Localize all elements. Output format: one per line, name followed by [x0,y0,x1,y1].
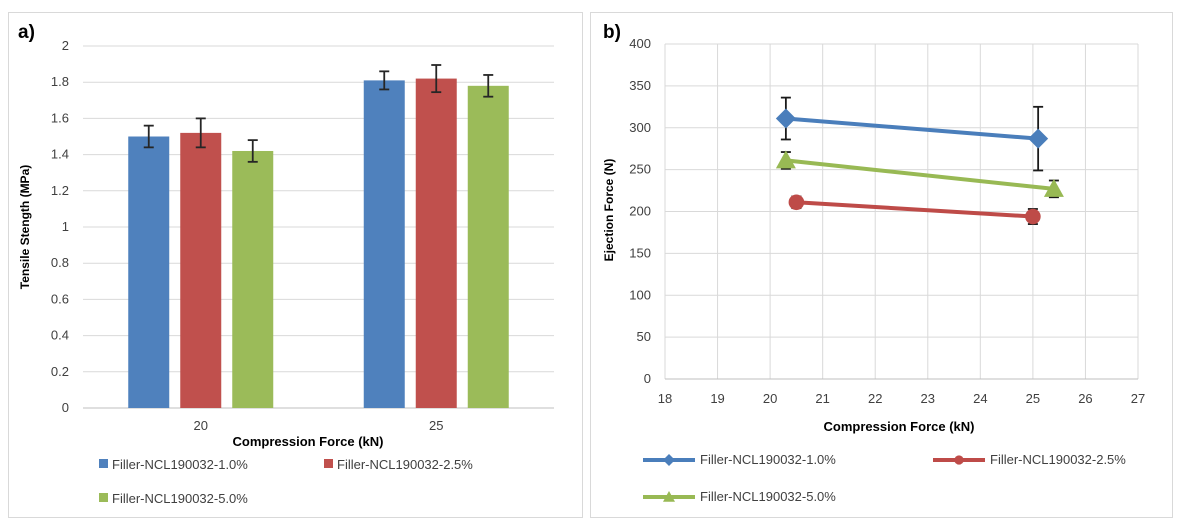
data-point [775,108,796,129]
x-axis-title: Compression Force (kN) [824,419,975,434]
legend-swatch [324,459,333,468]
x-tick-label: 22 [868,391,882,406]
series-line [783,116,1041,141]
y-tick-label: 150 [629,245,651,260]
y-tick-label: 400 [629,36,651,51]
x-tick-label: 19 [710,391,724,406]
legend-item: Filler-NCL190032-2.5% [933,452,1126,467]
bar-3-20 [232,150,274,409]
y-tick-label: 250 [629,162,651,177]
legend-marker [663,454,675,466]
y-tick-label: 0.8 [51,255,69,270]
y-tick-label: 200 [629,204,651,219]
y-tick-label: 100 [629,287,651,302]
chart-panel-b: b) 0 50 100 150 200 250 300 350 400 18 19 20 21 22 23 24… [590,12,1173,518]
series-line [783,158,1056,191]
x-tick-label: 20 [194,418,208,433]
y-tick-label: 300 [629,120,651,135]
y-axis-title: Tensile Stength (MPa) [18,165,32,289]
x-tick-label: 23 [921,391,935,406]
error-bar [483,74,494,98]
chart-panel-a: a) 0 0.2 0.4 0.6 0.8 1 1.2 1.4 1.6 1.8 2 20 25 Compres… [8,12,583,518]
legend-swatch [99,493,108,502]
series-line [794,200,1035,219]
x-tick-label: 26 [1078,391,1092,406]
x-tick-label: 21 [815,391,829,406]
error-bar [195,117,206,149]
series-2 [788,194,1041,225]
y-tick-label: 0.4 [51,328,69,343]
x-tick-label: 24 [973,391,987,406]
legend-item: Filler-NCL190032-1.0% [99,457,248,472]
legend-label: Filler-NCL190032-2.5% [337,457,473,472]
data-point [1028,128,1049,149]
data-point [1025,208,1041,225]
series-1 [775,96,1049,172]
legend-marker [954,455,964,465]
x-tick-label: 20 [763,391,777,406]
x-tick-label: 25 [1026,391,1040,406]
y-tick-label: 2 [62,38,69,53]
legend-marker [663,491,675,502]
legend-item: Filler-NCL190032-2.5% [324,457,473,472]
y-tick-label: 0.2 [51,364,69,379]
y-tick-label: 1.2 [51,183,69,198]
legend-swatch [99,459,108,468]
panel-label: b) [603,22,621,43]
error-bar [143,124,154,149]
legend-label: Filler-NCL190032-1.0% [700,452,836,467]
y-tick-label: 1.8 [51,74,69,89]
series-3 [775,150,1064,199]
data-point [1043,178,1064,197]
legend-item: Filler-NCL190032-5.0% [99,491,248,506]
y-axis-title: Ejection Force (N) [602,159,616,262]
error-bar [379,70,390,91]
legend-label: Filler-NCL190032-5.0% [112,491,248,506]
error-bar [247,139,258,163]
legend-label: Filler-NCL190032-1.0% [112,457,248,472]
y-tick-label: 0.6 [51,291,69,306]
data-point [788,194,805,211]
legend-label: Filler-NCL190032-5.0% [700,489,836,504]
y-tick-label: 0 [644,371,651,386]
bar-2-25 [415,78,457,408]
bar-2-20 [180,132,222,408]
panel-label: a) [18,22,35,43]
data-point [775,150,796,169]
y-tick-label: 350 [629,78,651,93]
y-tick-label: 50 [637,329,651,344]
x-axis-title: Compression Force (kN) [233,434,384,449]
ejection-force-line-chart: b) 0 50 100 150 200 250 300 350 400 18 19 20 21 22 23 24… [602,22,1145,504]
x-tick-label: 25 [429,418,443,433]
error-bar [431,64,442,94]
y-tick-label: 0 [62,400,69,415]
y-tick-label: 1.6 [51,110,69,125]
y-tick-label: 1 [62,219,69,234]
bar-3-25 [467,85,509,408]
legend-item: Filler-NCL190032-1.0% [643,452,836,467]
x-tick-label: 27 [1131,391,1145,406]
bar-1-25 [363,80,405,408]
legend-item: Filler-NCL190032-5.0% [643,489,836,504]
y-tick-label: 1.4 [51,147,69,162]
tensile-strength-bar-chart: a) 0 0.2 0.4 0.6 0.8 1 1.2 1.4 1.6 1.8 2 20 25 Compres… [18,22,554,506]
legend-label: Filler-NCL190032-2.5% [990,452,1126,467]
x-tick-label: 18 [658,391,672,406]
bar-1-20 [128,136,170,408]
